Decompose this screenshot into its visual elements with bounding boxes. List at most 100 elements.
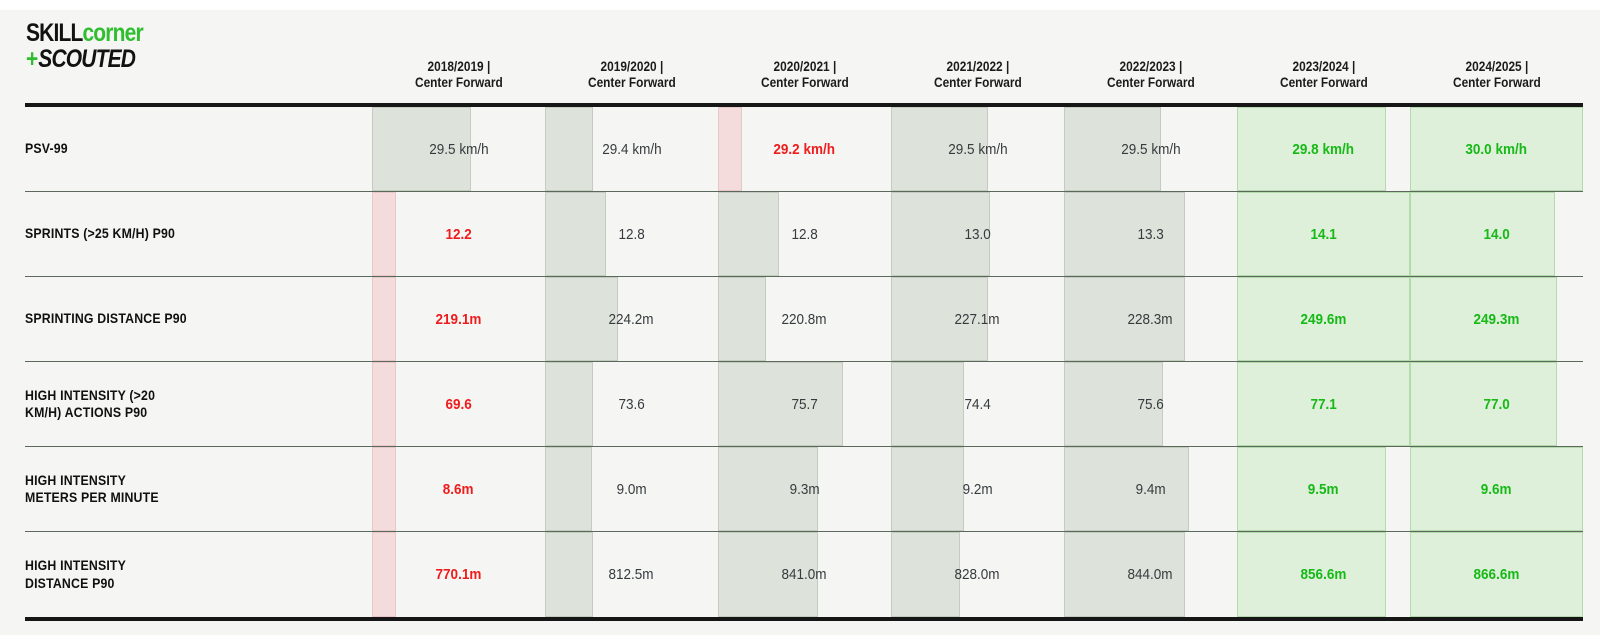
metric-row-0: PSV-99 29.5 km/h 29.4 km/h 29.2 km/h 29.5 km… (25, 107, 1583, 192)
column-header-label: 2021/2022 | Center Forward (933, 59, 1022, 90)
value-bar (372, 362, 397, 446)
metric-value-text: 29.5 km/h (1120, 140, 1181, 158)
metric-value-text: 13.0 (964, 225, 991, 243)
metric-label-text: SPRINTING DISTANCE P90 (25, 310, 187, 327)
value-bar (891, 192, 990, 276)
season-cell: 13.0 (891, 192, 1064, 276)
metric-value: 29.5 km/h (945, 141, 1011, 158)
table-body: PSV-99 29.5 km/h 29.4 km/h 29.2 km/h 29.5 km… (25, 107, 1583, 617)
value-bar (1064, 447, 1189, 531)
value-bar (1410, 362, 1558, 446)
metric-value-text: 29.2 km/h (773, 140, 836, 158)
value-bar (545, 532, 594, 617)
metric-value: 9.6m (1479, 481, 1513, 498)
metric-value-text: 828.0m (954, 566, 1001, 583)
metric-value-text: 75.7 (791, 395, 818, 413)
metric-value-text: 29.5 km/h (428, 140, 489, 158)
season-cell: 12.2 (372, 192, 545, 276)
metric-value-text: 219.1m (435, 310, 482, 328)
metric-value-text: 228.3m (1127, 310, 1174, 328)
metric-value-text: 8.6m (443, 480, 474, 498)
season-cell: 8.6m (372, 447, 545, 531)
metric-value: 30.0 km/h (1462, 141, 1530, 158)
column-header-3: 2021/2022 | Center Forward (891, 59, 1064, 91)
metric-value: 74.4 (963, 396, 992, 413)
metric-value: 249.6m (1298, 311, 1349, 328)
metric-value-text: 812.5m (608, 566, 655, 583)
logo-line-skillcorner: SKILLcorner (26, 19, 144, 47)
metric-value: 14.1 (1309, 226, 1338, 243)
logo-line-scouted: +SCOUTED (26, 47, 143, 72)
column-header-4: 2022/2023 | Center Forward (1064, 59, 1237, 91)
value-bar (1064, 107, 1161, 191)
skillcorner-scouted-logo: SKILLcorner +SCOUTED (26, 19, 144, 72)
season-cell: 9.0m (545, 447, 718, 531)
metric-value-text: 77.1 (1310, 395, 1337, 413)
metric-label: HIGH INTENSITY DISTANCE P90 (25, 532, 355, 617)
metric-value: 73.6 (617, 396, 646, 413)
season-cell: 844.0m (1064, 532, 1237, 617)
metric-value: 224.2m (606, 311, 656, 328)
column-header-label: 2019/2020 | Center Forward (587, 59, 676, 90)
metric-value: 75.6 (1136, 396, 1165, 413)
season-cell: 249.6m (1237, 277, 1410, 361)
metric-value: 69.6 (444, 396, 473, 413)
value-bar (718, 532, 819, 617)
season-cell: 9.5m (1237, 447, 1410, 531)
season-cell: 12.8 (545, 192, 718, 276)
value-bar (1237, 362, 1410, 446)
season-cell: 220.8m (718, 277, 891, 361)
column-header-label: 2018/2019 | Center Forward (414, 59, 503, 90)
metric-value: 9.0m (615, 481, 648, 498)
metric-value-text: 9.5m (1308, 480, 1339, 498)
metric-value: 29.4 km/h (599, 141, 665, 158)
metric-value-text: 220.8m (781, 310, 828, 328)
value-bar (718, 192, 779, 276)
value-bar (545, 362, 594, 446)
metric-label: HIGH INTENSITY METERS PER MINUTE (25, 447, 355, 531)
metric-value: 13.0 (963, 226, 992, 243)
season-cell: 29.4 km/h (545, 107, 718, 191)
logo-scouted-text: SCOUTED (38, 45, 136, 73)
season-cell: 812.5m (545, 532, 718, 617)
value-bar (891, 362, 964, 446)
value-bar (718, 447, 819, 531)
season-cell: 69.6 (372, 362, 545, 446)
metric-value-text: 249.3m (1473, 310, 1520, 328)
metric-value: 12.2 (444, 226, 473, 243)
metric-value: 9.2m (961, 481, 994, 498)
value-bar (545, 447, 592, 531)
value-bar (1237, 192, 1410, 276)
metric-value: 219.1m (433, 311, 484, 328)
logo-corner-text: corner (82, 19, 143, 47)
value-bar (718, 107, 743, 191)
metric-value: 12.8 (617, 226, 646, 243)
metric-value-text: 249.6m (1300, 310, 1347, 328)
metric-label: HIGH INTENSITY (>20 KM/H) ACTIONS P90 (25, 362, 355, 446)
season-cell: 29.2 km/h (718, 107, 891, 191)
value-bar (1410, 107, 1583, 191)
metric-value: 12.8 (790, 226, 819, 243)
metric-value-text: 9.0m (616, 480, 647, 498)
metric-value-text: 69.6 (445, 395, 472, 413)
metric-label: SPRINTING DISTANCE P90 (25, 277, 355, 361)
season-cell: 77.1 (1237, 362, 1410, 446)
metric-value-text: 9.3m (789, 480, 820, 498)
metric-value: 249.3m (1471, 311, 1522, 328)
value-bar (1237, 532, 1386, 617)
table-header-row: 2018/2019 | Center Forward 2019/2020 | Ce… (25, 0, 1583, 103)
value-bar (1064, 532, 1186, 617)
metric-label: SPRINTS (>25 KM/H) P90 (25, 192, 355, 276)
column-header-label: 2023/2024 | Center Forward (1279, 59, 1368, 90)
value-bar (1237, 107, 1386, 191)
metric-value-text: 9.4m (1135, 480, 1166, 498)
logo-plus-icon: + (26, 45, 39, 73)
metric-value: 8.6m (441, 481, 475, 498)
metric-value: 856.6m (1298, 566, 1349, 583)
value-bar (372, 532, 397, 617)
season-cell: 30.0 km/h (1410, 107, 1583, 191)
season-cell: 75.7 (718, 362, 891, 446)
header-divider (25, 103, 1583, 107)
column-header-label: 2022/2023 | Center Forward (1106, 59, 1195, 90)
metric-value-text: 73.6 (618, 395, 645, 413)
